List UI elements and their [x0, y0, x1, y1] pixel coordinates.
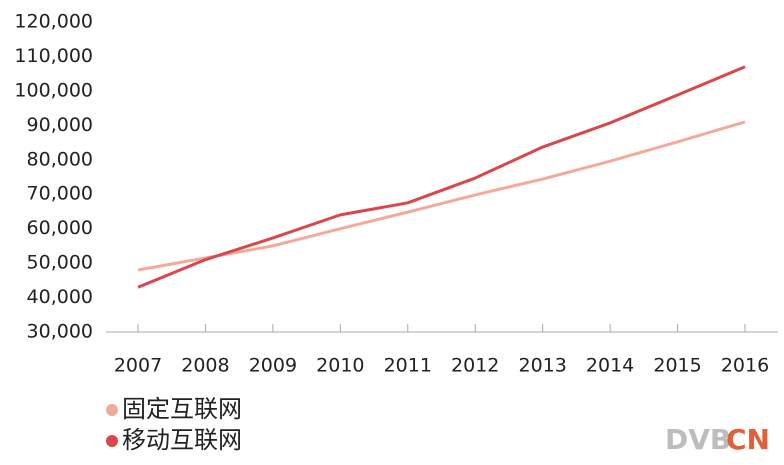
y-tick-label: 70,000 [27, 183, 93, 205]
line-series [137, 120, 746, 272]
x-tick-label: 2009 [249, 355, 297, 377]
x-tick-label: 2007 [114, 355, 162, 377]
y-tick-label: 90,000 [27, 114, 93, 136]
y-tick-label: 60,000 [27, 217, 93, 239]
legend-marker [106, 435, 118, 447]
x-tick-label: 2016 [721, 355, 769, 377]
x-tick-label: 2015 [653, 355, 701, 377]
legend-label: 固定互联网 [122, 395, 242, 423]
x-tick-label: 2011 [384, 355, 432, 377]
watermark: DVB [665, 423, 731, 456]
x-tick-label: 2014 [586, 355, 634, 377]
x-tick-label: 2008 [181, 355, 229, 377]
y-tick-label: 110,000 [14, 45, 93, 67]
x-tick-label: 2010 [316, 355, 364, 377]
x-tick-label: 2012 [451, 355, 499, 377]
y-tick-label: 40,000 [27, 286, 93, 308]
y-tick-label: 100,000 [14, 79, 93, 101]
watermark: CN [726, 423, 770, 456]
y-tick-label: 30,000 [27, 321, 93, 343]
x-tick-label: 2013 [518, 355, 566, 377]
legend-marker [106, 404, 118, 416]
y-tick-label: 120,000 [14, 11, 93, 33]
legend-label: 移动互联网 [122, 426, 242, 454]
y-tick-label: 80,000 [27, 148, 93, 170]
y-tick-label: 50,000 [27, 252, 93, 274]
line-series [137, 65, 746, 289]
